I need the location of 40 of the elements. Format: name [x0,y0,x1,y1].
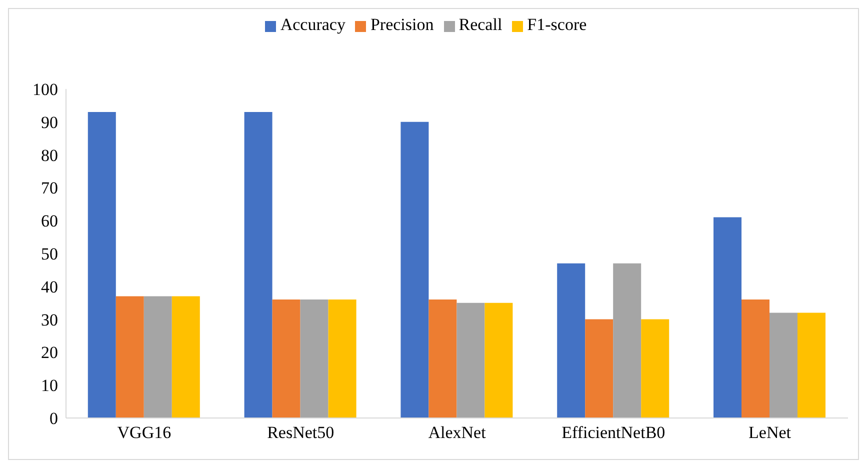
legend-label: Accuracy [280,15,346,34]
bar [484,302,513,418]
y-tick-label: 40 [41,277,58,296]
bar [713,217,742,418]
bar [557,263,586,418]
y-tick-label: 30 [41,310,58,330]
x-tick-label: VGG16 [117,423,172,442]
bar [300,300,328,418]
x-tick-label: AlexNet [428,423,486,442]
x-tick-label: LeNet [748,423,792,442]
bar [116,296,144,418]
bar [585,319,614,418]
bar [400,122,429,418]
legend-label: Recall [458,15,502,34]
y-tick-label: 20 [41,343,58,362]
y-tick-label: 50 [41,244,58,264]
legend-label: Precision [370,15,434,34]
bar [641,319,670,418]
bar [741,300,770,418]
x-tick-label: EfficientNetB0 [562,423,666,442]
y-tick-label: 60 [41,212,58,231]
x-tick-label: ResNet50 [267,423,334,442]
bar [172,296,200,418]
bar [769,312,798,418]
bar [272,300,300,418]
y-tick-label: 80 [41,146,58,165]
bar [428,300,457,418]
y-tick-label: 70 [41,178,58,198]
bar [797,312,826,418]
bar [328,300,356,418]
bar [88,112,116,418]
y-tick-label: 10 [41,376,58,396]
bar [456,302,485,418]
bar [244,112,272,418]
bar [613,263,642,418]
y-tick-label: 0 [50,409,58,428]
bar [144,296,172,418]
y-tick-label: 100 [32,80,58,100]
legend-label: F1-score [527,15,587,34]
y-tick-label: 90 [41,112,58,132]
